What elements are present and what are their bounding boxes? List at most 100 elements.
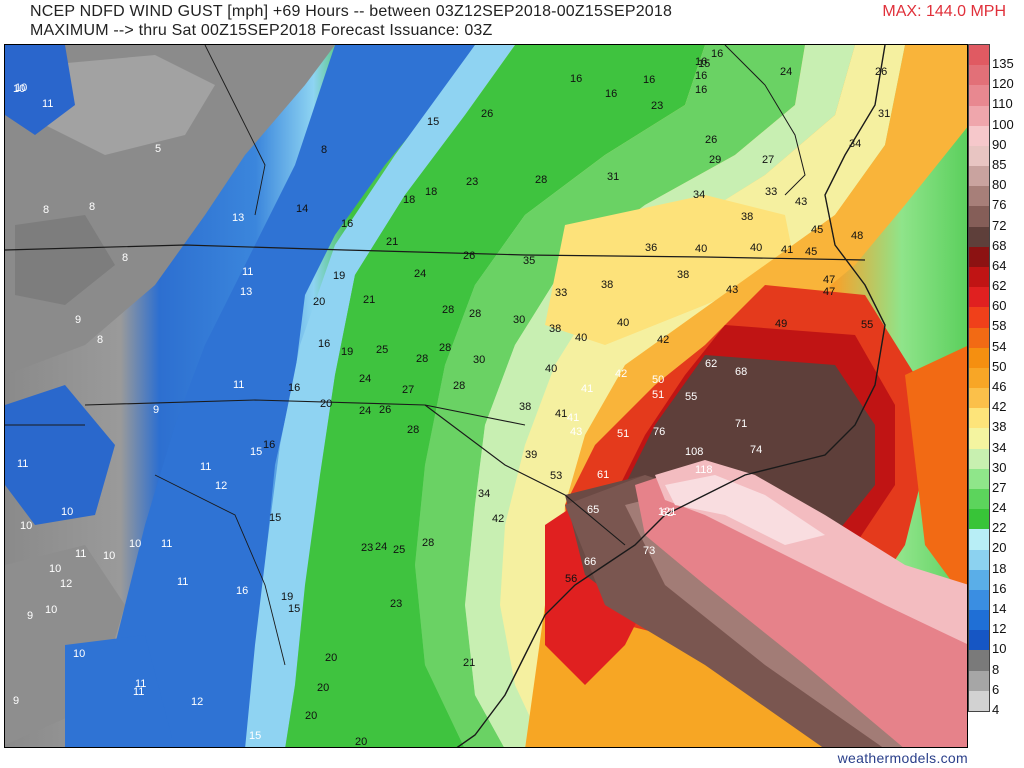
legend-label-85: 85: [992, 157, 1007, 172]
legend-swatch-85: [969, 145, 989, 167]
map-value-label: 9: [75, 314, 81, 326]
map-value-label: 16: [695, 84, 707, 96]
legend-swatch-68: [969, 226, 989, 248]
map-value-label: 31: [607, 171, 619, 183]
legend-swatch-10: [969, 630, 989, 651]
legend-swatch-38: [969, 408, 989, 429]
map-value-label: 23: [361, 542, 373, 554]
map-value-label: 40: [545, 363, 557, 375]
map-value-label: 24: [780, 66, 792, 78]
map-value-label: 8: [122, 252, 128, 264]
map-value-label: 25: [376, 344, 388, 356]
map-value-label: 41: [567, 412, 579, 424]
map-value-label: 20: [305, 710, 317, 722]
credit-text: weathermodels.com: [837, 750, 968, 766]
map-value-label: 26: [463, 250, 475, 262]
map-value-label: 24: [414, 268, 426, 280]
wind-gust-map: 10 11 16 15 16 16 24 26 16 16 16 16 31 10 15 8 26 23 34 5 8 8…: [4, 44, 968, 748]
map-value-label: 34: [478, 488, 490, 500]
map-value-label: 24: [375, 541, 387, 553]
map-value-label: 23: [390, 598, 402, 610]
legend-label-24: 24: [992, 500, 1007, 516]
legend-swatch-110: [969, 85, 989, 107]
map-value-label: 20: [313, 296, 325, 308]
map-value-label: 38: [549, 323, 561, 335]
map-value-label: 16: [341, 218, 353, 230]
map-value-label: 11: [161, 538, 172, 550]
map-value-label: 38: [601, 279, 613, 291]
map-value-label: 28: [422, 537, 434, 549]
legend-label-22: 22: [992, 520, 1007, 536]
map-value-label: 34: [693, 189, 705, 201]
map-value-label: 13: [240, 286, 252, 298]
map-value-label: 26: [481, 108, 493, 120]
map-value-label: 10: [73, 648, 85, 660]
map-value-label: 33: [555, 287, 567, 299]
map-value-label: 21: [386, 236, 398, 248]
map-value-label: 21: [363, 294, 375, 306]
map-value-label: 71: [735, 418, 747, 430]
legend-swatch-24: [969, 489, 989, 510]
map-value-label: 16: [695, 70, 707, 82]
map-value-label: 18: [403, 194, 415, 206]
map-value-label: 11: [75, 548, 86, 560]
map-subtitle: MAXIMUM --> thru Sat 00Z15SEP2018 Foreca…: [30, 22, 493, 39]
legend-label-46: 46: [992, 379, 1007, 394]
map-value-label: 42: [615, 368, 627, 380]
legend-swatch-4: [969, 690, 989, 712]
legend-label-4: 4: [992, 701, 1000, 717]
legend-label-30: 30: [992, 459, 1007, 475]
map-value-label: 38: [677, 269, 689, 281]
map-value-label: 28: [535, 174, 547, 186]
map-value-label: 55: [685, 391, 697, 403]
map-value-label: 28: [442, 304, 454, 316]
map-value-label: 15: [249, 730, 261, 742]
legend-label-10: 10: [992, 641, 1007, 657]
map-value-label: 28: [469, 308, 481, 320]
legend-label-60: 60: [992, 298, 1007, 314]
map-value-label: 15: [288, 603, 300, 615]
map-value-label: 76: [653, 426, 665, 438]
map-value-label: 48: [851, 230, 863, 242]
legend-label-14: 14: [992, 601, 1007, 616]
map-value-label: 65: [587, 504, 599, 516]
map-value-label: 23: [651, 100, 663, 112]
map-value-label: 20: [320, 398, 332, 410]
map-value-label: 47: [823, 286, 835, 298]
map-value-label: 51: [617, 428, 629, 440]
legend-label-38: 38: [992, 419, 1007, 435]
map-value-label: 23: [466, 176, 478, 188]
map-value-label: 16: [605, 88, 617, 100]
map-value-label: 28: [439, 342, 451, 354]
map-value-label: 10: [61, 506, 73, 518]
map-value-label: 45: [805, 246, 817, 258]
map-value-label: 34: [849, 138, 861, 150]
legend-swatch-60: [969, 287, 989, 308]
map-value-label: 27: [762, 154, 774, 166]
map-value-label: 10: [15, 82, 27, 94]
legend-label-62: 62: [992, 278, 1007, 294]
map-value-label: 55: [861, 319, 873, 331]
map-value-label: 30: [473, 354, 485, 366]
map-value-label: 26: [379, 404, 391, 416]
map-value-label: 39: [525, 449, 537, 461]
legend-label-80: 80: [992, 177, 1007, 193]
map-value-label: 12: [215, 480, 227, 492]
map-value-label: 53: [550, 470, 562, 482]
map-value-label: 24: [359, 373, 371, 385]
legend-swatch-100: [969, 105, 989, 127]
map-value-label: 33: [765, 186, 777, 198]
legend-label-12: 12: [992, 621, 1007, 637]
map-value-label: 9: [27, 610, 33, 622]
legend-swatch-62: [969, 267, 989, 288]
map-value-label: 8: [97, 334, 103, 346]
legend-label-18: 18: [992, 560, 1007, 576]
map-value-label: 15: [427, 116, 439, 128]
map-title: NCEP NDFD WIND GUST [mph] +69 Hours -- b…: [30, 3, 673, 20]
map-value-label: 20: [325, 652, 337, 664]
legend-swatch-46: [969, 367, 989, 389]
legend-label-27: 27: [992, 479, 1007, 495]
map-value-label: 29: [709, 154, 721, 166]
